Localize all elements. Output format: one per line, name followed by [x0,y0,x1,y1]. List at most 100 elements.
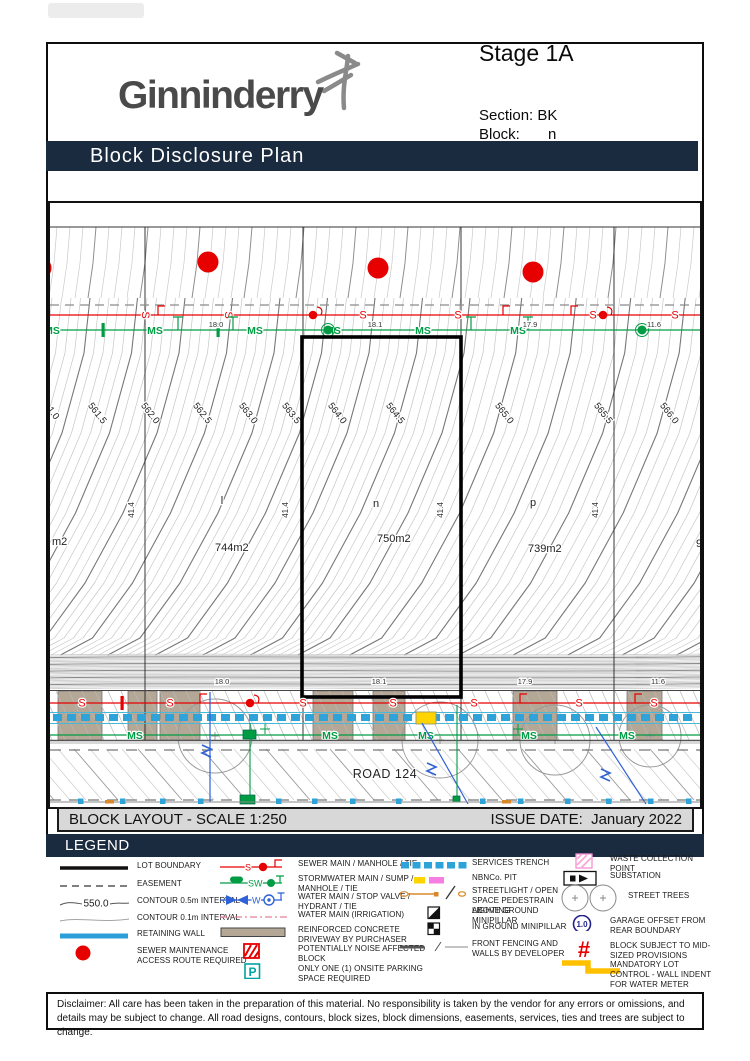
svg-text:18.0: 18.0 [215,677,230,686]
block-letter: n [373,498,379,510]
section-value: BK [537,107,558,124]
legend-label: ABOVE GROUND MINIPILLAR [472,906,539,925]
legend-label: FRONT FENCING AND WALLS BY DEVELOPER [472,939,565,958]
svg-text:S: S [389,698,396,710]
svg-text:MS: MS [521,730,537,742]
contour-01-icon [58,912,132,933]
driveway-icon [218,924,292,945]
svg-text:MS: MS [418,730,434,742]
svg-text:S: S [359,310,366,322]
contour-05-icon: 550.0 [58,895,132,916]
svg-text:550.0: 550.0 [83,899,108,910]
legend-label: SEWER MAINTENANCE ACCESS ROUTE REQUIRED [137,946,247,965]
legend-label: STREET TREES [628,891,690,900]
streetlight-icon [398,885,472,906]
block-label: Block: [479,126,520,143]
svg-text:S: S [245,863,251,873]
waste-point-icon [560,853,634,874]
mid-sized-icon: # [560,937,634,965]
stormwater-main-icon: SW [218,873,292,894]
above-minipillar-icon [398,905,472,926]
legend-label: CONTOUR 0.5m INTERVAL [137,896,241,905]
contour-label: 562.5 [190,401,213,427]
services-trench-icon [398,857,472,878]
street-tree [618,704,682,768]
svg-text:S: S [222,311,234,318]
legend-label: REINFORCED CONCRETE DRIVEWAY BY PURCHASE… [298,925,407,944]
svg-text:#: # [578,940,590,960]
block-line: Block: n [479,126,556,143]
legend-label: WATER MAIN / STOP VALVE / HYDRANT / TIE [298,892,411,911]
legend-label: CONTOUR 0.1m INTERVAL [137,913,241,922]
svg-text:S: S [299,698,306,710]
contour-label: 563.5 [279,401,302,427]
issue-date-label: ISSUE DATE: [490,811,583,828]
in-minipillar-icon [398,921,472,942]
legend-label: STORMWATER MAIN / SUMP / MANHOLE / TIE [298,874,414,893]
svg-text:17.9: 17.9 [518,677,533,686]
nbn-pit-icon [398,872,472,893]
water-irrigation-icon [218,909,292,930]
svg-text:MS: MS [247,325,263,337]
water-main-icon: W [218,891,292,912]
svg-text:MS: MS [127,730,143,742]
legend-label: EASEMENT [137,879,182,888]
road-label: ROAD 124 [353,767,417,781]
sewer-access-circle [197,251,219,273]
legend-label: BLOCK SUBJECT TO MID-SIZED PROVISIONS [610,941,711,960]
legend-label: WASTE COLLECTION POINT [610,854,694,873]
legend-panel: LOT BOUNDARY EASEMENT 550.0 CONTOUR 0.5m IN… [46,853,711,992]
sewer-access-icon [58,945,132,966]
legend-label: RETAINING WALL [137,929,206,938]
svg-text:MS: MS [322,730,338,742]
svg-text:11.6: 11.6 [647,320,661,329]
block-area-label: 744m2 [215,542,249,554]
block-area-label: 750m2 [377,533,411,545]
scale-label: BLOCK LAYOUT - SCALE 1:250 [69,811,287,828]
lot-boundary-icon [58,860,132,881]
svg-text:17.9: 17.9 [523,320,538,329]
svg-text:MS: MS [415,325,431,337]
svg-text:S: S [166,698,173,710]
legend-label: IN GROUND MINIPILLAR [472,922,567,931]
scan-artifact [48,3,144,18]
svg-text:S: S [671,310,678,322]
front-fencing-icon [398,938,472,959]
substation-icon [560,870,634,891]
stage-title: Stage 1A [479,40,574,66]
noise-block-icon [218,943,292,964]
garage-offset-icon: 1.0 [560,914,634,936]
legend-label: NBNCo. PIT [472,873,518,882]
svg-text:18.0: 18.0 [209,320,224,329]
svg-text:S: S [454,310,461,322]
legend-label: WATER MAIN (IRRIGATION) [298,910,405,919]
lot-control-icon [560,959,634,980]
svg-text:1.0: 1.0 [576,920,588,929]
disclaimer-text: Disclaimer: All care has been taken in t… [46,992,704,1038]
block-letter: l [221,495,223,507]
ginninderry-figure-icon [310,48,372,119]
svg-text:41.4: 41.4 [281,502,290,518]
svg-text:18.1: 18.1 [368,320,383,329]
nbn-pit-marker [415,711,437,725]
svg-text:11.6: 11.6 [651,677,665,686]
issue-date-value: January 2022 [591,811,682,828]
svg-text:P: P [248,965,256,979]
svg-text:18.1: 18.1 [372,677,387,686]
sewer-access-circle [50,262,52,274]
svg-text:S: S [650,698,657,710]
sewer-access-circle [367,257,389,279]
parking-icon: P [218,963,292,984]
svg-text:m2: m2 [52,536,67,548]
svg-text:S: S [78,698,85,710]
legend-label: POTENTIALLY NOISE AFFECTED BLOCK [298,944,426,963]
contour-label: 562.0 [138,401,161,427]
issue-date: ISSUE DATE: January 2022 [491,811,683,828]
svg-text:MS: MS [619,730,635,742]
legend-label: GARAGE OFFSET FROM REAR BOUNDARY [610,916,706,935]
svg-text:9: 9 [696,538,700,550]
sewer-access-circle [522,261,544,283]
legend-label: SUBSTATION [610,871,661,880]
svg-text:MS: MS [147,325,163,337]
